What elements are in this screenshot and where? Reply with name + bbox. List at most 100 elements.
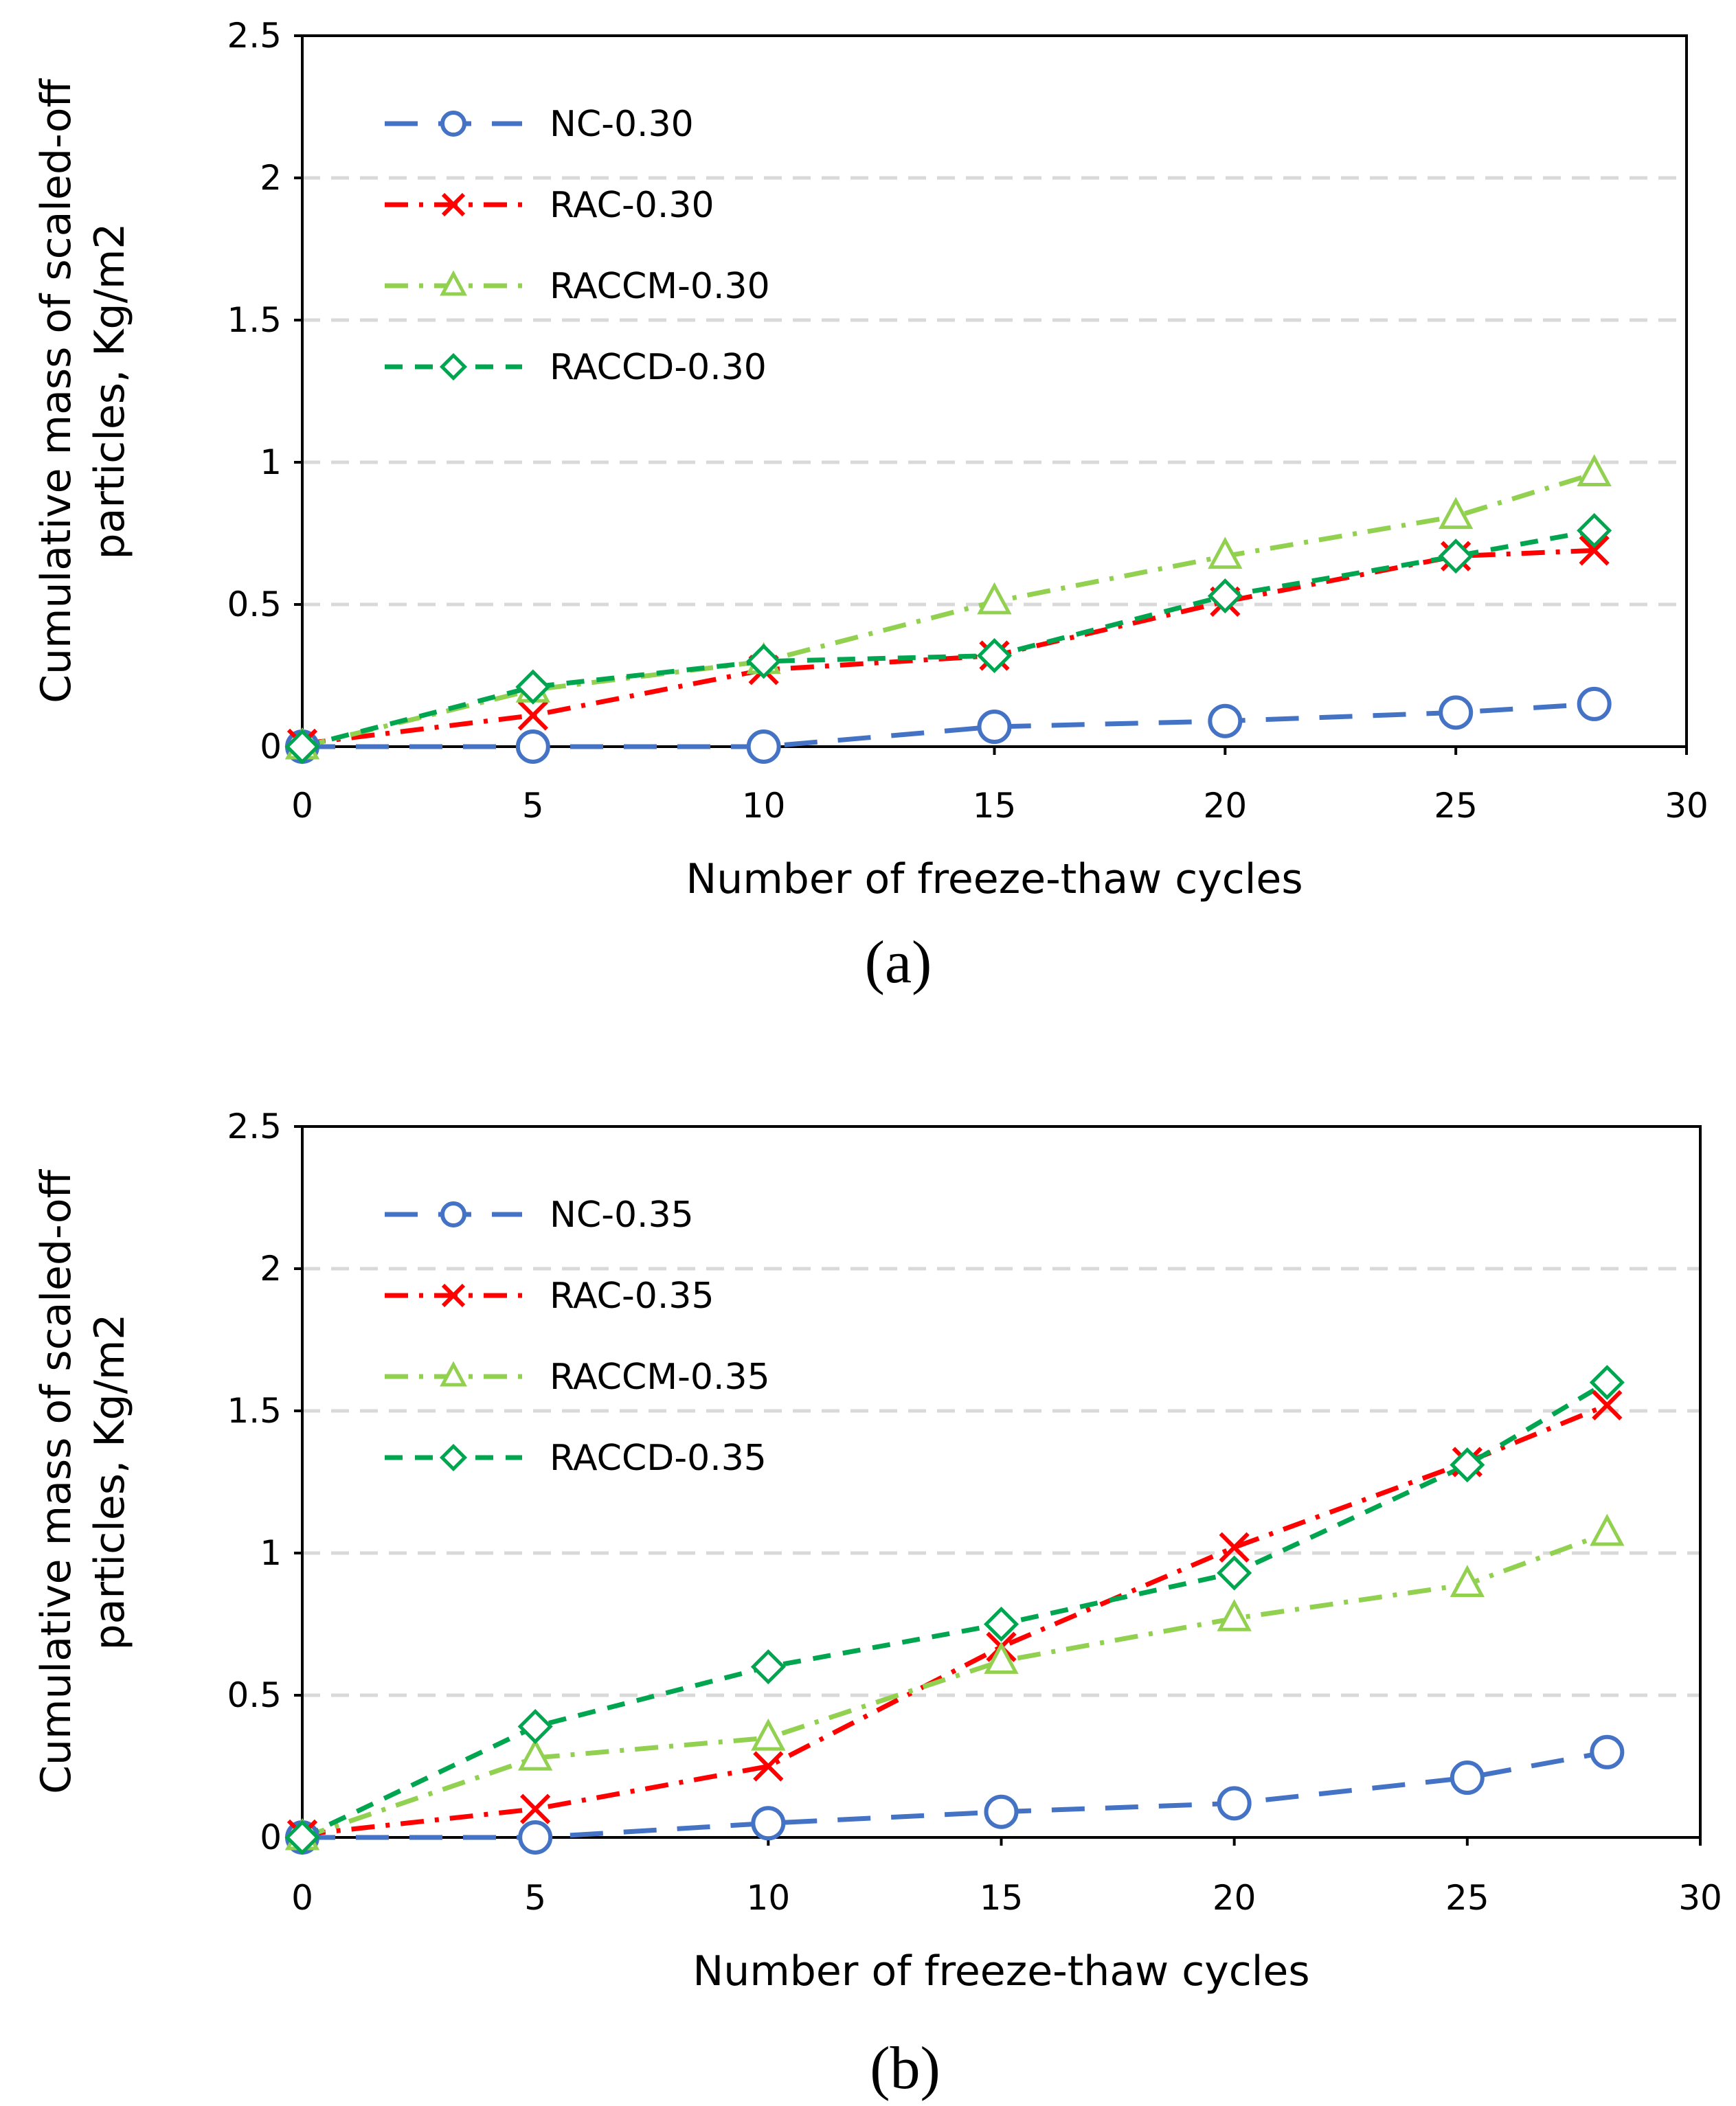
- series-raccm: [301, 1530, 1608, 1840]
- legend-swatch-marker: [440, 111, 466, 137]
- data-point-raccd: [1207, 578, 1243, 614]
- data-point-raccm: [1577, 454, 1612, 487]
- y-axis-title-line2: particles, Kg/m2: [86, 223, 134, 560]
- legend-item-rac: RAC-0.30: [385, 185, 714, 226]
- legend-swatch-marker-stroke-b: [441, 1283, 466, 1308]
- legend: NC-0.35 RAC-0.35 RACCM-0.35 RACCD-0.35: [385, 1194, 770, 1479]
- x-tick-label: 5: [522, 786, 544, 826]
- data-point-raccm: [1450, 1565, 1485, 1598]
- data-point-raccd: [1438, 539, 1474, 574]
- y-axis-title-line2: particles, Kg/m2: [86, 1314, 134, 1651]
- data-point-raccd: [1589, 1365, 1625, 1401]
- data-point-nc: [751, 1806, 786, 1841]
- x-tick-label: 5: [524, 1878, 546, 1918]
- legend-item-nc: NC-0.35: [385, 1194, 694, 1236]
- data-point-raccd: [1450, 1447, 1485, 1483]
- series-markers-raccd: [284, 1365, 1625, 1855]
- data-point-raccm: [1208, 536, 1243, 569]
- data-point-rac: [1579, 535, 1610, 566]
- x-tick-label: 0: [291, 1878, 313, 1918]
- data-point-nc: [1217, 1786, 1252, 1821]
- x-tick-label: 30: [1665, 786, 1709, 826]
- y-tick-label: 1: [260, 1533, 282, 1573]
- data-point-nc: [518, 1820, 553, 1855]
- data-point-nc: [984, 1794, 1019, 1829]
- data-point-raccd: [515, 669, 551, 705]
- series-raccm: [302, 471, 1595, 749]
- y-tick-label: 1.5: [227, 300, 282, 340]
- legend-label: RAC-0.35: [550, 1276, 714, 1317]
- series-markers-raccm: [284, 1513, 1625, 1850]
- data-point-rac-stroke-b: [517, 700, 548, 731]
- data-point-nc: [1439, 695, 1474, 730]
- data-point-nc: [515, 729, 550, 764]
- legend-label: RACCM-0.30: [550, 266, 770, 307]
- y-tick-label: 0.5: [227, 1675, 282, 1715]
- series-markers-rac: [286, 1390, 1623, 1850]
- legend-swatch-marker: [440, 1201, 466, 1227]
- data-point-raccm: [751, 1718, 786, 1751]
- y-tick-label: 2: [260, 158, 282, 198]
- data-point-rac-stroke-b: [520, 1793, 551, 1824]
- x-axis-title: Number of freeze-thaw cycles: [692, 1947, 1309, 1995]
- y-tick-label: 0: [260, 1818, 282, 1857]
- data-point-rac: [753, 1751, 784, 1782]
- legend-label: NC-0.30: [550, 104, 694, 145]
- legend-swatch-marker: [440, 270, 467, 296]
- data-point-rac: [520, 1793, 551, 1824]
- data-point-raccm: [1590, 1513, 1625, 1546]
- y-axis-title: Cumulative mass of scaled-off particles, …: [32, 1168, 134, 1793]
- data-point-rac-stroke-b: [1219, 1532, 1250, 1563]
- data-point-nc: [1590, 1734, 1625, 1769]
- series-line-raccm: [302, 471, 1595, 749]
- y-tick-label: 0.5: [227, 585, 282, 624]
- data-point-raccd: [976, 637, 1013, 674]
- legend-item-raccd: RACCD-0.35: [385, 1438, 767, 1479]
- data-point-rac: [1219, 1532, 1250, 1563]
- legend-label: RACCD-0.35: [550, 1438, 767, 1479]
- y-tick-label: 0: [260, 727, 282, 767]
- data-point-rac-stroke-b: [1579, 535, 1610, 566]
- y-tick-label: 2.5: [227, 16, 282, 56]
- panel-label: (a): [865, 929, 932, 996]
- legend-item-nc: NC-0.30: [385, 104, 694, 145]
- data-point-raccd: [517, 1709, 553, 1745]
- data-point-rac: [517, 700, 548, 731]
- data-point-raccm: [984, 1642, 1019, 1674]
- x-tick-label: 30: [1678, 1878, 1722, 1918]
- legend-swatch-marker: [441, 192, 466, 217]
- data-point-nc: [1450, 1760, 1485, 1796]
- data-point-raccd: [750, 1649, 786, 1685]
- x-tick-label: 15: [973, 786, 1017, 826]
- series-markers-raccm: [284, 454, 1612, 760]
- data-point-raccd: [983, 1606, 1019, 1642]
- data-point-raccm: [977, 582, 1012, 615]
- data-point-nc: [977, 710, 1012, 745]
- legend-item-raccd: RACCD-0.30: [385, 347, 767, 388]
- y-axis-title-line1: Cumulative mass of scaled-off: [32, 1168, 80, 1793]
- legend-swatch-marker: [439, 1443, 468, 1472]
- data-point-rac: [1592, 1390, 1623, 1420]
- chart-panel-a: 0 0.5 1 1.5 2 2.5 0 5 10 15 20 25 30 Number of freeze…: [32, 16, 1709, 996]
- data-point-rac-stroke-b: [1592, 1390, 1623, 1420]
- data-point-nc: [1577, 686, 1612, 721]
- x-tick-label: 25: [1434, 786, 1478, 826]
- data-point-raccd: [284, 1820, 320, 1855]
- series-nc: [302, 701, 1594, 749]
- legend-label: NC-0.35: [550, 1194, 694, 1236]
- plot-frame: [301, 1125, 1702, 1839]
- data-point-raccm: [517, 1738, 553, 1771]
- x-axis-title: Number of freeze-thaw cycles: [686, 855, 1303, 903]
- legend-swatch-marker-stroke-b: [441, 192, 466, 217]
- data-point-nc: [746, 729, 781, 764]
- data-point-raccm: [1217, 1598, 1252, 1631]
- panel-label: (b): [870, 2035, 940, 2102]
- legend-label: RACCD-0.30: [550, 347, 767, 388]
- x-tick-label: 20: [1213, 1878, 1256, 1918]
- y-tick-label: 2: [260, 1249, 282, 1289]
- legend-item-raccm: RACCM-0.35: [385, 1357, 770, 1398]
- series-line-nc: [302, 701, 1594, 749]
- y-axis-title-line1: Cumulative mass of scaled-off: [32, 78, 80, 703]
- data-point-raccd: [1577, 512, 1612, 548]
